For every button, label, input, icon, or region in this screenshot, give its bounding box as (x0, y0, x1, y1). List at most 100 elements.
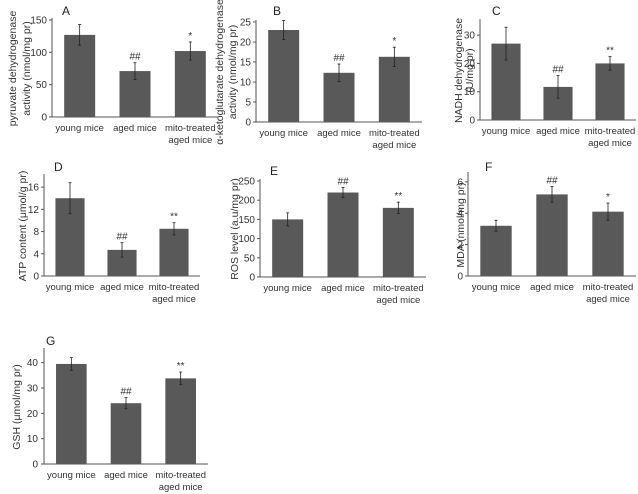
panel-f-y-axis-label: MDA (nmol/mg pr) (455, 182, 467, 267)
panel-e-ytick-label: 50 (244, 253, 256, 264)
panel-b-y-axis-label: α-ketoglutarate dehydrogenase (214, 0, 226, 145)
panel-g-bar (110, 403, 142, 464)
panel-g-label: G (46, 334, 55, 348)
panel-b-ytick-label: 15 (240, 58, 252, 69)
panel-f-bar (480, 225, 512, 276)
panel-b-ytick-label: 5 (245, 98, 251, 109)
panel-c-ytick-label: 0 (469, 116, 475, 127)
panel-d-category-label: mito-treated (149, 282, 200, 293)
panel-c-category-label: aged mice (536, 126, 580, 137)
panel-d-significance-label: ** (170, 212, 178, 223)
panel-g-bar (165, 378, 196, 464)
panel-b-ytick-label: 10 (240, 78, 252, 89)
panel-f-category-label: aged mice (530, 282, 574, 293)
panel-e-bar (382, 207, 414, 277)
panel-b-significance-label: * (392, 36, 396, 47)
panel-d-category-label: young mice (46, 282, 95, 293)
panel-b-category-label: aged mice (372, 140, 416, 151)
panel-g-ytick-label: 40 (27, 358, 39, 369)
panel-f-bar (592, 211, 624, 276)
panel-b-significance-label: ## (333, 53, 345, 64)
panel-f-ytick-label: 0 (457, 272, 463, 283)
panel-b-ytick-label: 0 (245, 118, 251, 129)
panel-e-bar (272, 219, 304, 277)
panel-b-ytick-label: 20 (240, 38, 252, 49)
panel-a-significance-label: ## (129, 52, 141, 63)
panel-c-category-label: aged mice (588, 138, 632, 149)
panel-g-significance-label: ## (120, 387, 132, 398)
panel-g-y-axis-label: GSH (μmol/mg pr) (11, 364, 23, 449)
panel-g-category-label: mito-treated (155, 470, 206, 481)
panel-e-ytick-label: 0 (249, 273, 255, 284)
panel-a-category-label: aged mice (113, 123, 157, 134)
panel-a-significance-label: * (188, 31, 192, 42)
panel-b-bar (268, 30, 300, 122)
panel-a-bar (64, 34, 96, 117)
panel-d-category-label: aged mice (100, 282, 144, 293)
panel-b-category-label: mito-treated (369, 128, 420, 139)
panel-b-bar (378, 56, 410, 122)
panel-f-significance-label: ## (546, 176, 558, 187)
panel-c-ytick-label: 20 (464, 59, 476, 70)
panel-f-ytick-label: 2 (457, 240, 463, 251)
panel-d-label: D (54, 160, 63, 174)
panel-f-category-label: aged mice (586, 294, 630, 305)
panel-g-category-label: young mice (47, 470, 96, 481)
panel-f-ytick-label: 4 (457, 209, 463, 220)
panel-b-category-label: young mice (259, 128, 308, 139)
panel-d-ytick-label: 8 (33, 227, 39, 238)
panel-a-ytick-label: 50 (36, 80, 48, 91)
panel-e-significance-label: ** (394, 191, 402, 202)
panel-a-bar (174, 51, 206, 117)
panel-a-label: A (62, 4, 70, 18)
panel-g-significance-label: ** (177, 361, 185, 372)
panel-c-significance-label: ## (552, 65, 564, 76)
panel-c-ytick-label: 10 (464, 87, 476, 98)
panel-b-category-label: aged mice (317, 128, 361, 139)
panel-g-ytick-label: 10 (27, 434, 39, 445)
panel-e-ytick-label: 200 (238, 196, 255, 207)
panel-e-y-axis-label: ROS level (a.u/mg pr) (229, 178, 241, 280)
panel-e-bar (327, 192, 359, 277)
panel-g-bar (56, 363, 87, 464)
panel-g-category-label: aged mice (104, 470, 148, 481)
panel-e-ytick-label: 100 (238, 234, 255, 245)
panel-g-ytick-label: 30 (27, 384, 39, 395)
panel-a-ytick-label: 150 (30, 16, 47, 27)
panel-a-ytick-label: 100 (30, 48, 47, 59)
panel-e-category-label: young mice (263, 283, 312, 294)
panel-e-category-label: aged mice (321, 283, 365, 294)
panel-b-y-axis-label: activity (nmol/mg pr) (227, 25, 239, 120)
panel-e-category-label: mito-treated (373, 283, 424, 294)
panel-a-ytick-label: 0 (41, 113, 47, 124)
panel-c-significance-label: ** (606, 46, 614, 57)
panel-f-bar (536, 194, 568, 276)
panel-a-y-axis-label: activity (nmol/mg pr) (21, 21, 33, 116)
panel-c-category-label: mito-treated (585, 126, 636, 137)
panel-d-ytick-label: 12 (28, 205, 40, 216)
panel-d-category-label: aged mice (152, 294, 196, 305)
panel-g-ytick-label: 20 (27, 409, 39, 420)
panel-d-bar (159, 228, 189, 276)
panel-e-ytick-label: 150 (238, 215, 255, 226)
panel-e-significance-label: ## (337, 177, 349, 188)
panel-d-y-axis-label: ATP content (μmol/g pr) (17, 171, 29, 282)
panel-c-label: C (492, 4, 501, 18)
panel-f-category-label: young mice (472, 282, 521, 293)
panel-b-label: B (273, 4, 281, 18)
panel-f-ytick-label: 6 (457, 177, 463, 188)
panel-e-label: E (270, 164, 278, 178)
panel-e-category-label: aged mice (376, 295, 420, 306)
panel-a-category-label: aged mice (168, 135, 212, 146)
panel-c-y-axis-label: NADH dehydrogenase (453, 18, 465, 123)
panel-a-category-label: mito-treated (165, 123, 216, 134)
panel-c-bar (595, 63, 625, 120)
panel-e-ytick-label: 250 (238, 177, 255, 188)
panel-c-category-label: young mice (482, 126, 531, 137)
panel-d-ytick-label: 16 (28, 183, 40, 194)
panel-g-ytick-label: 0 (32, 460, 38, 471)
panel-g-category-label: aged mice (159, 482, 203, 493)
panel-a-category-label: young mice (55, 123, 104, 134)
panel-f-category-label: mito-treated (583, 282, 634, 293)
